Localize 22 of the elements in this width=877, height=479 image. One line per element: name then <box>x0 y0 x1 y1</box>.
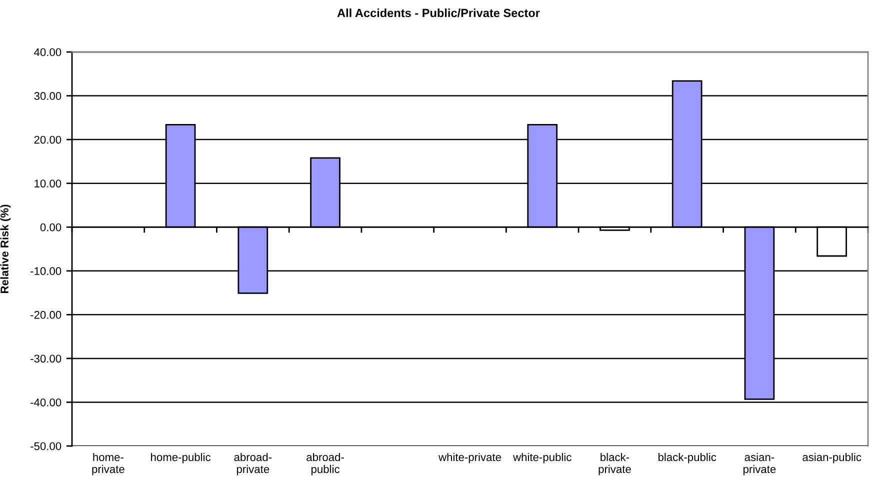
y-tick-label: 40.00 <box>34 48 62 56</box>
x-tick-label: home-private <box>92 452 124 476</box>
x-tick-label: white-private <box>438 452 501 464</box>
x-tick-label: asian-private <box>744 452 776 476</box>
y-tick-label: 30.00 <box>34 92 62 100</box>
y-tick-label: -10.00 <box>30 267 62 276</box>
x-tick-label: asian-public <box>802 452 862 464</box>
y-tick-label: -20.00 <box>30 310 62 319</box>
x-tick-label: black-private <box>598 452 631 476</box>
y-tick-label: 0.00 <box>40 223 62 232</box>
x-tick-label: abroad-public <box>306 452 344 476</box>
x-tick-label: black-public <box>658 452 716 464</box>
x-tick-label: abroad-private <box>234 452 272 476</box>
y-tick-label: -50.00 <box>30 442 62 450</box>
y-tick-label: 20.00 <box>34 136 62 144</box>
y-tick-label: -30.00 <box>30 354 62 363</box>
chart-title: All Accidents - Public/Private Sector <box>337 8 540 18</box>
y-axis-title: Relative Risk (%) <box>0 204 11 294</box>
y-tick-label: -40.00 <box>30 398 62 406</box>
y-tick-label: 10.00 <box>34 180 62 188</box>
x-tick-label: home-public <box>151 452 211 464</box>
x-tick-label: white-public <box>513 452 572 464</box>
